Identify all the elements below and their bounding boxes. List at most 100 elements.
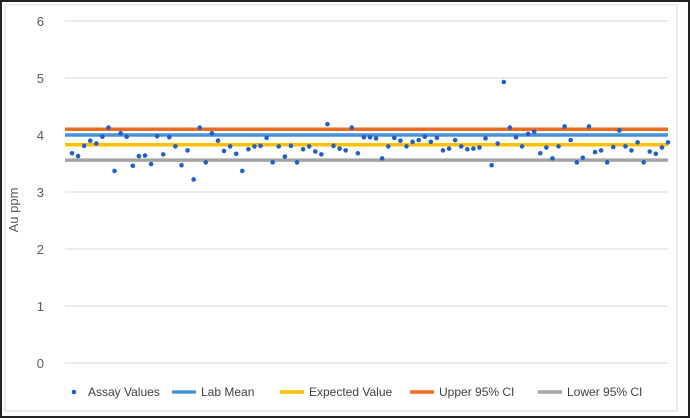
assay-point xyxy=(641,160,646,165)
assay-point xyxy=(81,143,87,149)
assay-point xyxy=(617,128,622,133)
assay-point xyxy=(215,138,221,143)
assay-point xyxy=(580,155,586,161)
legend-item: Lower 95% CI xyxy=(538,385,642,399)
assay-point xyxy=(477,145,482,150)
assay-point xyxy=(562,124,567,129)
legend-label: Expected Value xyxy=(309,385,392,399)
assay-point xyxy=(495,141,501,146)
assay-point xyxy=(306,144,312,149)
assay-point xyxy=(246,146,251,152)
assay-point xyxy=(191,177,196,182)
assay-point xyxy=(325,121,330,127)
assay-point xyxy=(544,145,549,150)
assay-point xyxy=(87,138,93,143)
assay-point xyxy=(233,151,239,157)
assay-point xyxy=(312,149,318,154)
assay-point xyxy=(428,139,434,145)
assay-point xyxy=(130,163,136,169)
assay-point xyxy=(106,125,111,130)
assay-point xyxy=(659,145,665,150)
assay-point xyxy=(167,134,172,140)
y-axis-label: Au ppm xyxy=(6,188,21,233)
y-tick-label: 0 xyxy=(37,356,44,371)
assay-point xyxy=(446,146,452,151)
y-tick-label: 1 xyxy=(37,299,44,314)
assay-point xyxy=(331,143,336,149)
assay-point xyxy=(404,144,409,149)
assay-point xyxy=(75,153,81,159)
assay-points xyxy=(69,79,671,182)
assay-point xyxy=(355,150,361,156)
assay-point xyxy=(465,146,470,152)
assay-point xyxy=(537,150,543,156)
assay-point xyxy=(209,130,215,136)
legend-label: Lab Mean xyxy=(201,385,254,399)
assay-point xyxy=(398,138,403,143)
assay-point xyxy=(142,153,148,158)
assay-point xyxy=(550,156,555,161)
assay-point xyxy=(288,143,294,149)
assay-point xyxy=(489,162,494,168)
legend-marker xyxy=(71,389,77,395)
assay-point xyxy=(136,153,142,159)
assay-point xyxy=(148,161,154,167)
assay-point xyxy=(349,125,355,130)
assay-point xyxy=(598,148,604,153)
assay-point xyxy=(610,144,616,150)
reference-lines xyxy=(65,127,668,162)
legend-label: Assay Values xyxy=(88,385,160,399)
assay-point xyxy=(434,135,440,141)
assay-point xyxy=(629,148,634,153)
y-tick-label: 3 xyxy=(37,185,44,200)
assay-point xyxy=(173,144,178,149)
assay-point xyxy=(574,160,580,165)
assay-point xyxy=(392,135,397,141)
assay-point xyxy=(513,134,519,140)
assay-point xyxy=(282,154,288,159)
assay-point xyxy=(185,148,190,153)
assay-point xyxy=(337,146,342,151)
assay-point xyxy=(94,141,99,146)
assay-point xyxy=(623,144,628,149)
assay-point xyxy=(525,131,531,137)
assay-point xyxy=(264,135,269,141)
assay-point xyxy=(647,149,653,154)
assay-point xyxy=(319,152,324,157)
y-tick-label: 2 xyxy=(37,242,44,257)
chart-area-border xyxy=(4,4,678,412)
assay-point xyxy=(239,168,245,174)
assay-point xyxy=(197,125,203,130)
assay-point xyxy=(379,156,385,161)
assay-point xyxy=(635,140,640,145)
assay-point xyxy=(385,144,391,149)
legend-item: Assay Values xyxy=(71,385,160,399)
assay-point xyxy=(592,149,598,155)
legend-label: Upper 95% CI xyxy=(439,385,514,399)
assay-point xyxy=(373,136,379,141)
assay-point xyxy=(112,168,117,174)
assay-point xyxy=(471,146,476,151)
assay-point xyxy=(653,151,659,157)
assay-point xyxy=(227,144,233,149)
assay-point xyxy=(160,152,166,157)
assay-point xyxy=(507,125,513,130)
assay-point xyxy=(343,148,348,153)
assay-point xyxy=(458,144,464,149)
assay-point xyxy=(258,143,263,149)
legend-label: Lower 95% CI xyxy=(567,385,642,399)
assay-point xyxy=(270,160,275,165)
y-tick-label: 5 xyxy=(37,71,44,86)
assay-point xyxy=(300,146,306,152)
assay-point xyxy=(361,134,367,140)
assay-point xyxy=(483,136,488,141)
legend-item: Upper 95% CI xyxy=(410,385,514,399)
y-axis-ticks: 0 1 2 3 4 5 6 xyxy=(37,14,44,371)
assay-point xyxy=(665,140,671,145)
assay-point xyxy=(276,144,282,149)
assay-point xyxy=(252,144,257,149)
assay-point xyxy=(154,133,160,139)
assay-point xyxy=(294,160,300,165)
assay-point xyxy=(416,137,421,143)
